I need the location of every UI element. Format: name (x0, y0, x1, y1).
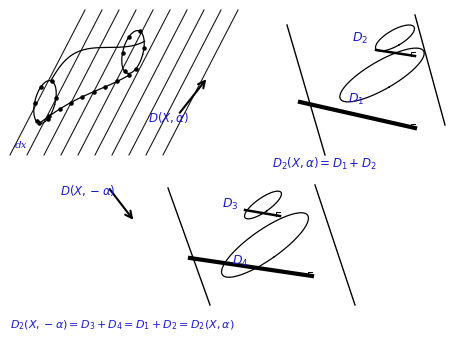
Text: $\mathit{D}_2$: $\mathit{D}_2$ (351, 31, 368, 46)
Text: $D(X, \alpha)$: $D(X, \alpha)$ (147, 110, 189, 125)
Text: dx: dx (15, 141, 28, 150)
Text: $\mathit{D}_2(X, -\alpha) = \mathit{D}_3 + \mathit{D}_4 = \mathit{D}_1 + \mathit: $\mathit{D}_2(X, -\alpha) = \mathit{D}_3… (10, 318, 234, 332)
Text: $\mathit{D}_3$: $\mathit{D}_3$ (221, 197, 238, 212)
Text: $\mathit{D}_4$: $\mathit{D}_4$ (231, 254, 248, 269)
Text: $\mathit{D}_2(X,\alpha) = \mathit{D}_1 + \mathit{D}_2$: $\mathit{D}_2(X,\alpha) = \mathit{D}_1 +… (272, 156, 376, 172)
Text: $\mathit{D}_1$: $\mathit{D}_1$ (347, 92, 364, 107)
Text: $D(X, -\alpha)$: $D(X, -\alpha)$ (60, 183, 115, 198)
